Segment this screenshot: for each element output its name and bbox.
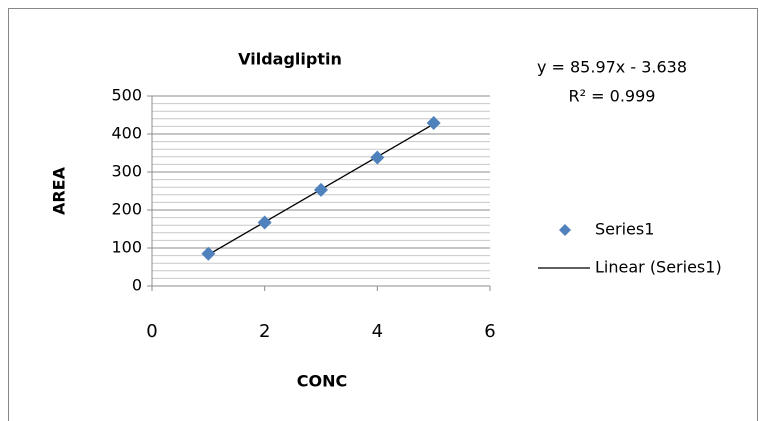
chart-title: Vildagliptin	[238, 50, 342, 69]
legend-label: Series1	[595, 220, 654, 239]
data-point	[370, 150, 385, 165]
y-tick-label: 500	[111, 86, 142, 105]
legend-label: Linear (Series1)	[595, 258, 722, 277]
x-tick-label: 0	[146, 321, 157, 342]
y-tick-label: 200	[111, 200, 142, 219]
legend-marker	[559, 224, 571, 236]
x-tick-label: 6	[484, 321, 495, 342]
r-squared: R² = 0.999	[569, 87, 656, 106]
y-tick-label: 400	[111, 124, 142, 143]
data-point	[201, 246, 216, 261]
x-tick-label: 2	[259, 321, 270, 342]
y-tick-label: 0	[132, 276, 142, 295]
trend-equation: y = 85.97x - 3.638	[537, 58, 687, 77]
y-tick-label: 100	[111, 238, 142, 257]
y-tick-label: 300	[111, 162, 142, 181]
data-point	[314, 182, 328, 197]
data-point	[257, 215, 272, 230]
x-tick-label: 4	[372, 321, 383, 342]
x-axis-label: CONC	[297, 372, 347, 391]
data-point	[426, 115, 441, 130]
y-axis-label: AREA	[50, 166, 69, 215]
chart-frame	[8, 8, 758, 421]
